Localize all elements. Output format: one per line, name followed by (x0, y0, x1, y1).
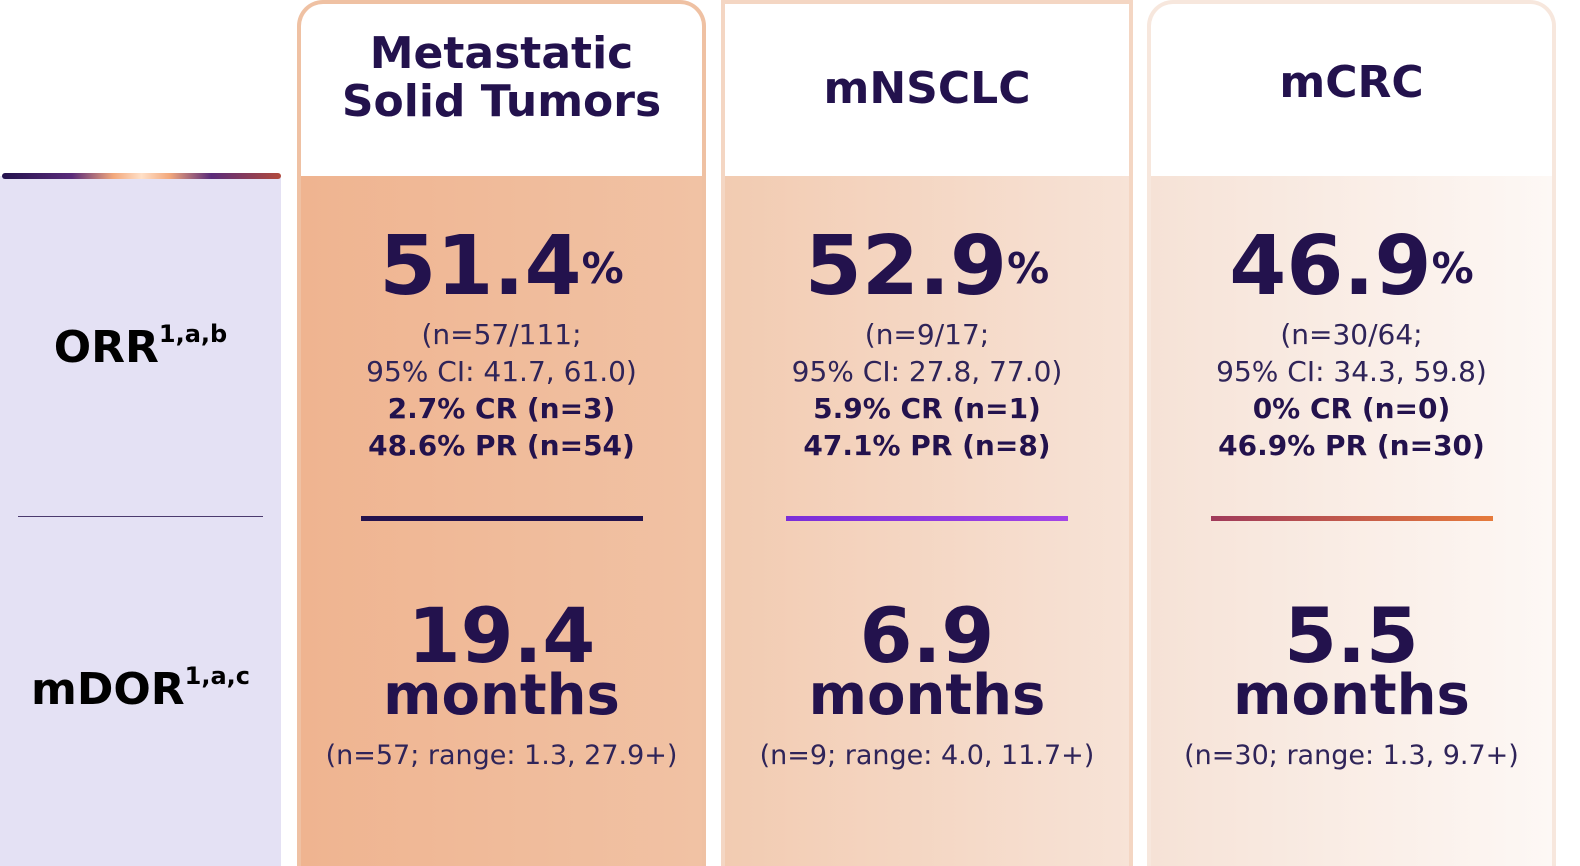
orr-percent-sign: % (1007, 244, 1050, 293)
orr-percent-sign: % (1431, 244, 1474, 293)
orr-label-text: ORR (53, 322, 159, 373)
orr-percent-sign: % (581, 244, 624, 293)
orr-n: (n=30/64; (1280, 318, 1423, 351)
mdor-unit: months (1233, 663, 1470, 728)
card-title: mNSCLC (823, 63, 1031, 114)
orr-n: (n=57/111; (421, 318, 582, 351)
mdor-range: (n=57; range: 1.3, 27.9+) (325, 740, 678, 771)
card-title: mCRC (1279, 57, 1424, 108)
mdor-unit: months (383, 663, 620, 728)
metastatic-solid-tumors-card: Metastatic Solid Tumors 51.4% (n=57/111;… (297, 0, 706, 866)
orr-value: 51.4% (301, 222, 702, 312)
row-label-divider (18, 516, 263, 517)
complete-response: 5.9% CR (n=1) (813, 392, 1041, 425)
partial-response: 46.9% PR (n=30) (1218, 429, 1485, 462)
mdor-label-text: mDOR (30, 664, 185, 715)
card-header: mCRC (1151, 4, 1552, 176)
row-label-column (0, 176, 281, 866)
orr-details: (n=9/17; 95% CI: 27.8, 77.0) 5.9% CR (n=… (725, 316, 1129, 464)
orr-ci: 95% CI: 34.3, 59.8) (1216, 355, 1487, 388)
card-header: Metastatic Solid Tumors (301, 4, 702, 176)
orr-details: (n=30/64; 95% CI: 34.3, 59.8) 0% CR (n=0… (1151, 316, 1552, 464)
partial-response: 47.1% PR (n=8) (803, 429, 1051, 462)
card-header: mNSCLC (725, 4, 1129, 176)
section-divider (1211, 516, 1493, 521)
mdor-label-footnote: 1,a,c (184, 662, 250, 691)
orr-row-label: ORR1,a,b (0, 320, 281, 373)
orr-number: 46.9 (1229, 219, 1432, 314)
card-title: Metastatic Solid Tumors (341, 28, 662, 127)
mdor-value: 19.4 (407, 591, 596, 680)
mdor-value: 5.5 (1284, 591, 1419, 680)
orr-ci: 95% CI: 41.7, 61.0) (366, 355, 637, 388)
orr-value: 52.9% (725, 222, 1129, 312)
orr-value: 46.9% (1151, 222, 1552, 312)
orr-number: 51.4 (379, 219, 582, 314)
orr-number: 52.9 (804, 219, 1008, 314)
orr-details: (n=57/111; 95% CI: 41.7, 61.0) 2.7% CR (… (301, 316, 702, 464)
mcrc-card: mCRC 46.9% (n=30/64; 95% CI: 34.3, 59.8)… (1147, 0, 1556, 866)
complete-response: 0% CR (n=0) (1252, 392, 1451, 425)
complete-response: 2.7% CR (n=3) (387, 392, 616, 425)
mdor-row-label: mDOR1,a,c (0, 662, 281, 715)
section-divider (786, 516, 1068, 521)
mnsclc-card: mNSCLC 52.9% (n=9/17; 95% CI: 27.8, 77.0… (721, 0, 1133, 866)
mdor-range: (n=30; range: 1.3, 9.7+) (1184, 740, 1519, 771)
mdor-value: 6.9 (859, 591, 995, 680)
section-divider (361, 516, 643, 521)
orr-ci: 95% CI: 27.8, 77.0) (791, 355, 1063, 388)
orr-n: (n=9/17; (864, 318, 990, 351)
partial-response: 48.6% PR (n=54) (368, 429, 635, 462)
mdor-unit: months (808, 663, 1046, 728)
orr-label-footnote: 1,a,b (158, 320, 228, 349)
label-column-top-accent (2, 173, 281, 179)
mdor-range: (n=9; range: 4.0, 11.7+) (759, 740, 1095, 771)
